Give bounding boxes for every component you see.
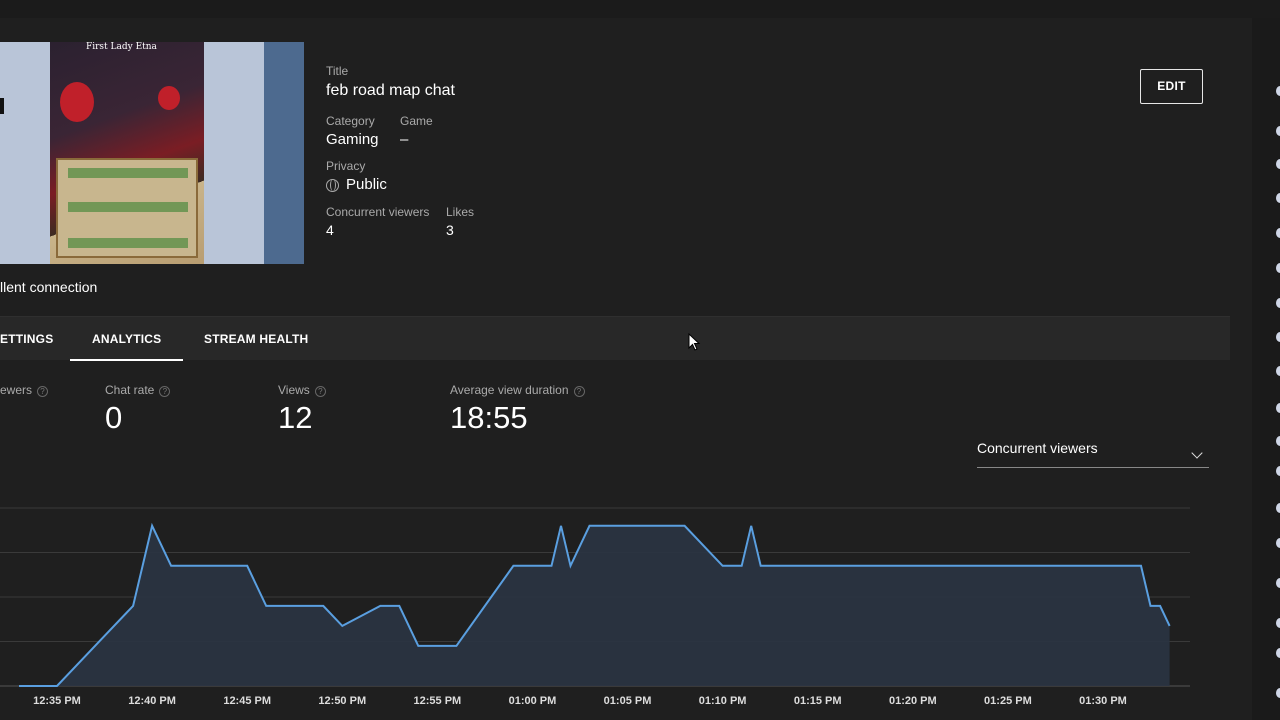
- help-icon[interactable]: ?: [159, 386, 171, 397]
- help-icon[interactable]: ?: [314, 386, 326, 397]
- x-tick-label: 01:10 PM: [698, 695, 747, 707]
- x-tick-label: 01:25 PM: [984, 695, 1032, 707]
- sidebar-avatar-icon[interactable]: [1276, 332, 1280, 342]
- privacy-label: Privacy: [326, 159, 366, 173]
- card-panel: [56, 158, 198, 258]
- title-label: Title: [326, 64, 349, 78]
- privacy-value: Public: [346, 176, 387, 193]
- sidebar-avatar-icon[interactable]: [1276, 503, 1280, 513]
- stream-title: feb road map chat: [326, 82, 455, 99]
- globe-icon: [326, 179, 339, 192]
- stat-value-views: 12: [278, 400, 313, 435]
- sidebar-avatar-icon[interactable]: [1276, 538, 1280, 548]
- likes-value: 3: [446, 222, 454, 238]
- stat-label-viewers: ewers?: [0, 383, 49, 397]
- character-art: [60, 82, 94, 122]
- sidebar-avatar-icon[interactable]: [1276, 126, 1280, 136]
- sidebar-avatar-icon[interactable]: [1276, 648, 1280, 658]
- game-value: –: [400, 131, 409, 148]
- chart-area-fill: [19, 525, 1170, 686]
- sidebar-avatar-icon[interactable]: [1276, 366, 1280, 376]
- sidebar-avatar-icon[interactable]: [1276, 228, 1280, 238]
- connection-status: llent connection: [0, 279, 98, 295]
- sidebar-avatar-icon[interactable]: [1276, 159, 1280, 169]
- x-tick-label: 01:05 PM: [603, 695, 652, 707]
- sidebar-avatar-icon[interactable]: [1276, 298, 1280, 308]
- sidebar-avatar-icon[interactable]: [1276, 263, 1280, 273]
- x-tick-label: 12:50 PM: [318, 695, 367, 707]
- help-icon[interactable]: ?: [573, 386, 585, 397]
- x-tick-label: 12:55 PM: [413, 695, 462, 707]
- concurrent-viewers-value: 4: [326, 222, 334, 238]
- x-tick-label: 12:45 PM: [223, 695, 272, 707]
- right-sidebar: [1252, 18, 1280, 720]
- chevron-down-icon: [1191, 447, 1203, 459]
- x-tick-label: 12:40 PM: [128, 695, 176, 707]
- x-tick-label: 01:00 PM: [508, 695, 557, 707]
- sidebar-avatar-icon[interactable]: [1276, 466, 1280, 476]
- help-icon[interactable]: ?: [37, 386, 49, 397]
- tab-analytics[interactable]: ANALYTICS: [69, 317, 184, 361]
- stat-label-views: Views?: [278, 383, 326, 397]
- category-value: Gaming: [326, 131, 379, 148]
- stat-value-chat-rate: 0: [105, 400, 123, 435]
- metric-dropdown[interactable]: Concurrent viewers: [977, 440, 1209, 468]
- sidebar-avatar-icon[interactable]: [1276, 436, 1280, 446]
- concurrent-viewers-label: Concurrent viewers: [326, 205, 430, 219]
- concurrent-viewers-chart: [0, 507, 1190, 687]
- tab-bar: ETTINGS ANALYTICS STREAM HEALTH: [0, 316, 1230, 361]
- stream-thumbnail: First Lady Etna: [0, 42, 304, 264]
- top-bar: [0, 0, 1280, 18]
- x-tick-label: 12:35 PM: [33, 695, 81, 707]
- edit-button[interactable]: EDIT: [1140, 69, 1203, 104]
- stat-label-chat-rate: Chat rate?: [105, 383, 171, 397]
- x-tick-label: 01:15 PM: [793, 695, 842, 707]
- metric-dropdown-value: Concurrent viewers: [977, 440, 1098, 456]
- stat-value-avg-view-duration: 18:55: [450, 400, 528, 435]
- sidebar-avatar-icon[interactable]: [1276, 86, 1280, 96]
- category-label: Category: [326, 114, 375, 128]
- mouse-cursor-icon: [688, 333, 701, 351]
- game-label: Game: [400, 114, 433, 128]
- sidebar-avatar-icon[interactable]: [1276, 193, 1280, 203]
- tab-stream-health[interactable]: STREAM HEALTH: [204, 332, 309, 346]
- chart-series-line: [19, 522, 1171, 687]
- sidebar-avatar-icon[interactable]: [1276, 403, 1280, 413]
- thumbnail-artwork: First Lady Etna: [50, 42, 204, 264]
- x-tick-label: 01:30 PM: [1079, 695, 1127, 707]
- thumbnail-edge: [264, 42, 304, 264]
- stat-label-avg-view-duration: Average view duration?: [450, 383, 585, 397]
- sidebar-avatar-icon[interactable]: [1276, 578, 1280, 588]
- tab-settings[interactable]: ETTINGS: [0, 332, 54, 346]
- thumbnail-caption: First Lady Etna: [86, 42, 157, 52]
- likes-label: Likes: [446, 205, 475, 219]
- thumbnail-marker: [0, 98, 4, 114]
- character-art: [158, 86, 180, 110]
- x-tick-label: 01:20 PM: [888, 695, 937, 707]
- sidebar-avatar-icon[interactable]: [1276, 618, 1280, 628]
- sidebar-avatar-icon[interactable]: [1276, 688, 1280, 698]
